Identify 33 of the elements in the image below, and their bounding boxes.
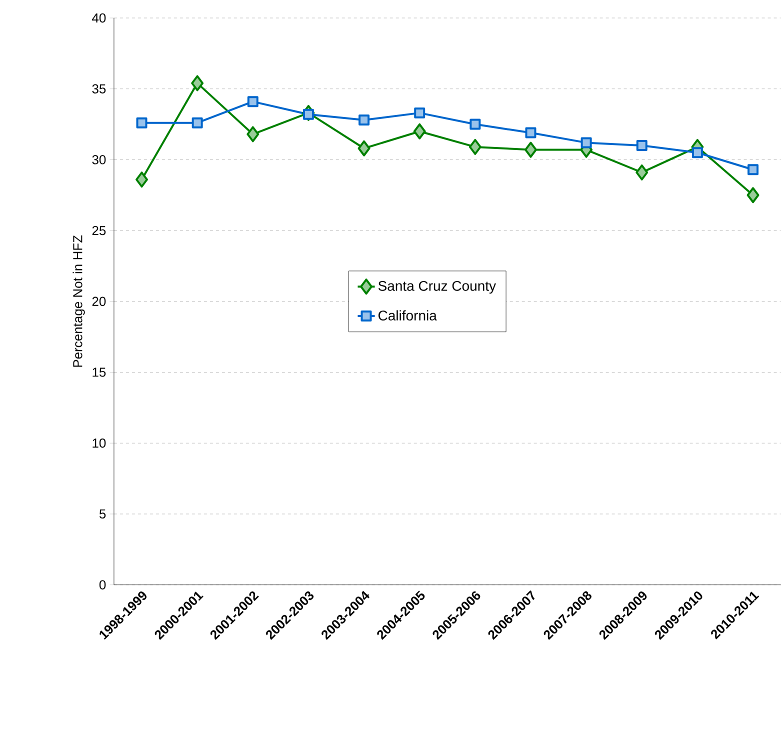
point [413, 123, 426, 140]
legend-label: Santa Cruz County [378, 281, 496, 294]
point [580, 137, 592, 148]
y-tick-label: 40 [92, 13, 106, 23]
point [136, 117, 148, 128]
point [358, 140, 370, 156]
y-axis-title: Percentage Not in HFZ [72, 235, 85, 367]
y-tick-label: 15 [92, 368, 106, 377]
y-tick-label: 10 [92, 438, 106, 448]
y-tick-label: 0 [99, 580, 106, 590]
point [748, 164, 759, 176]
point [191, 75, 204, 92]
point [746, 187, 760, 204]
point [468, 139, 482, 156]
y-tick-label: 5 [99, 510, 106, 519]
point [192, 117, 203, 128]
point [358, 114, 370, 126]
y-tick-label: 30 [92, 155, 106, 164]
point [302, 108, 314, 120]
point [524, 142, 537, 158]
point [136, 172, 148, 188]
legend-label: California [378, 310, 437, 321]
point [636, 164, 648, 181]
y-tick-label: 35 [92, 84, 106, 94]
point [525, 127, 536, 138]
point [636, 140, 648, 152]
y-tick-label: 20 [92, 296, 106, 306]
point [470, 118, 481, 130]
point [246, 126, 260, 142]
point [692, 147, 703, 158]
y-tick-label: 25 [92, 226, 106, 236]
point [247, 96, 258, 108]
point [414, 108, 426, 119]
